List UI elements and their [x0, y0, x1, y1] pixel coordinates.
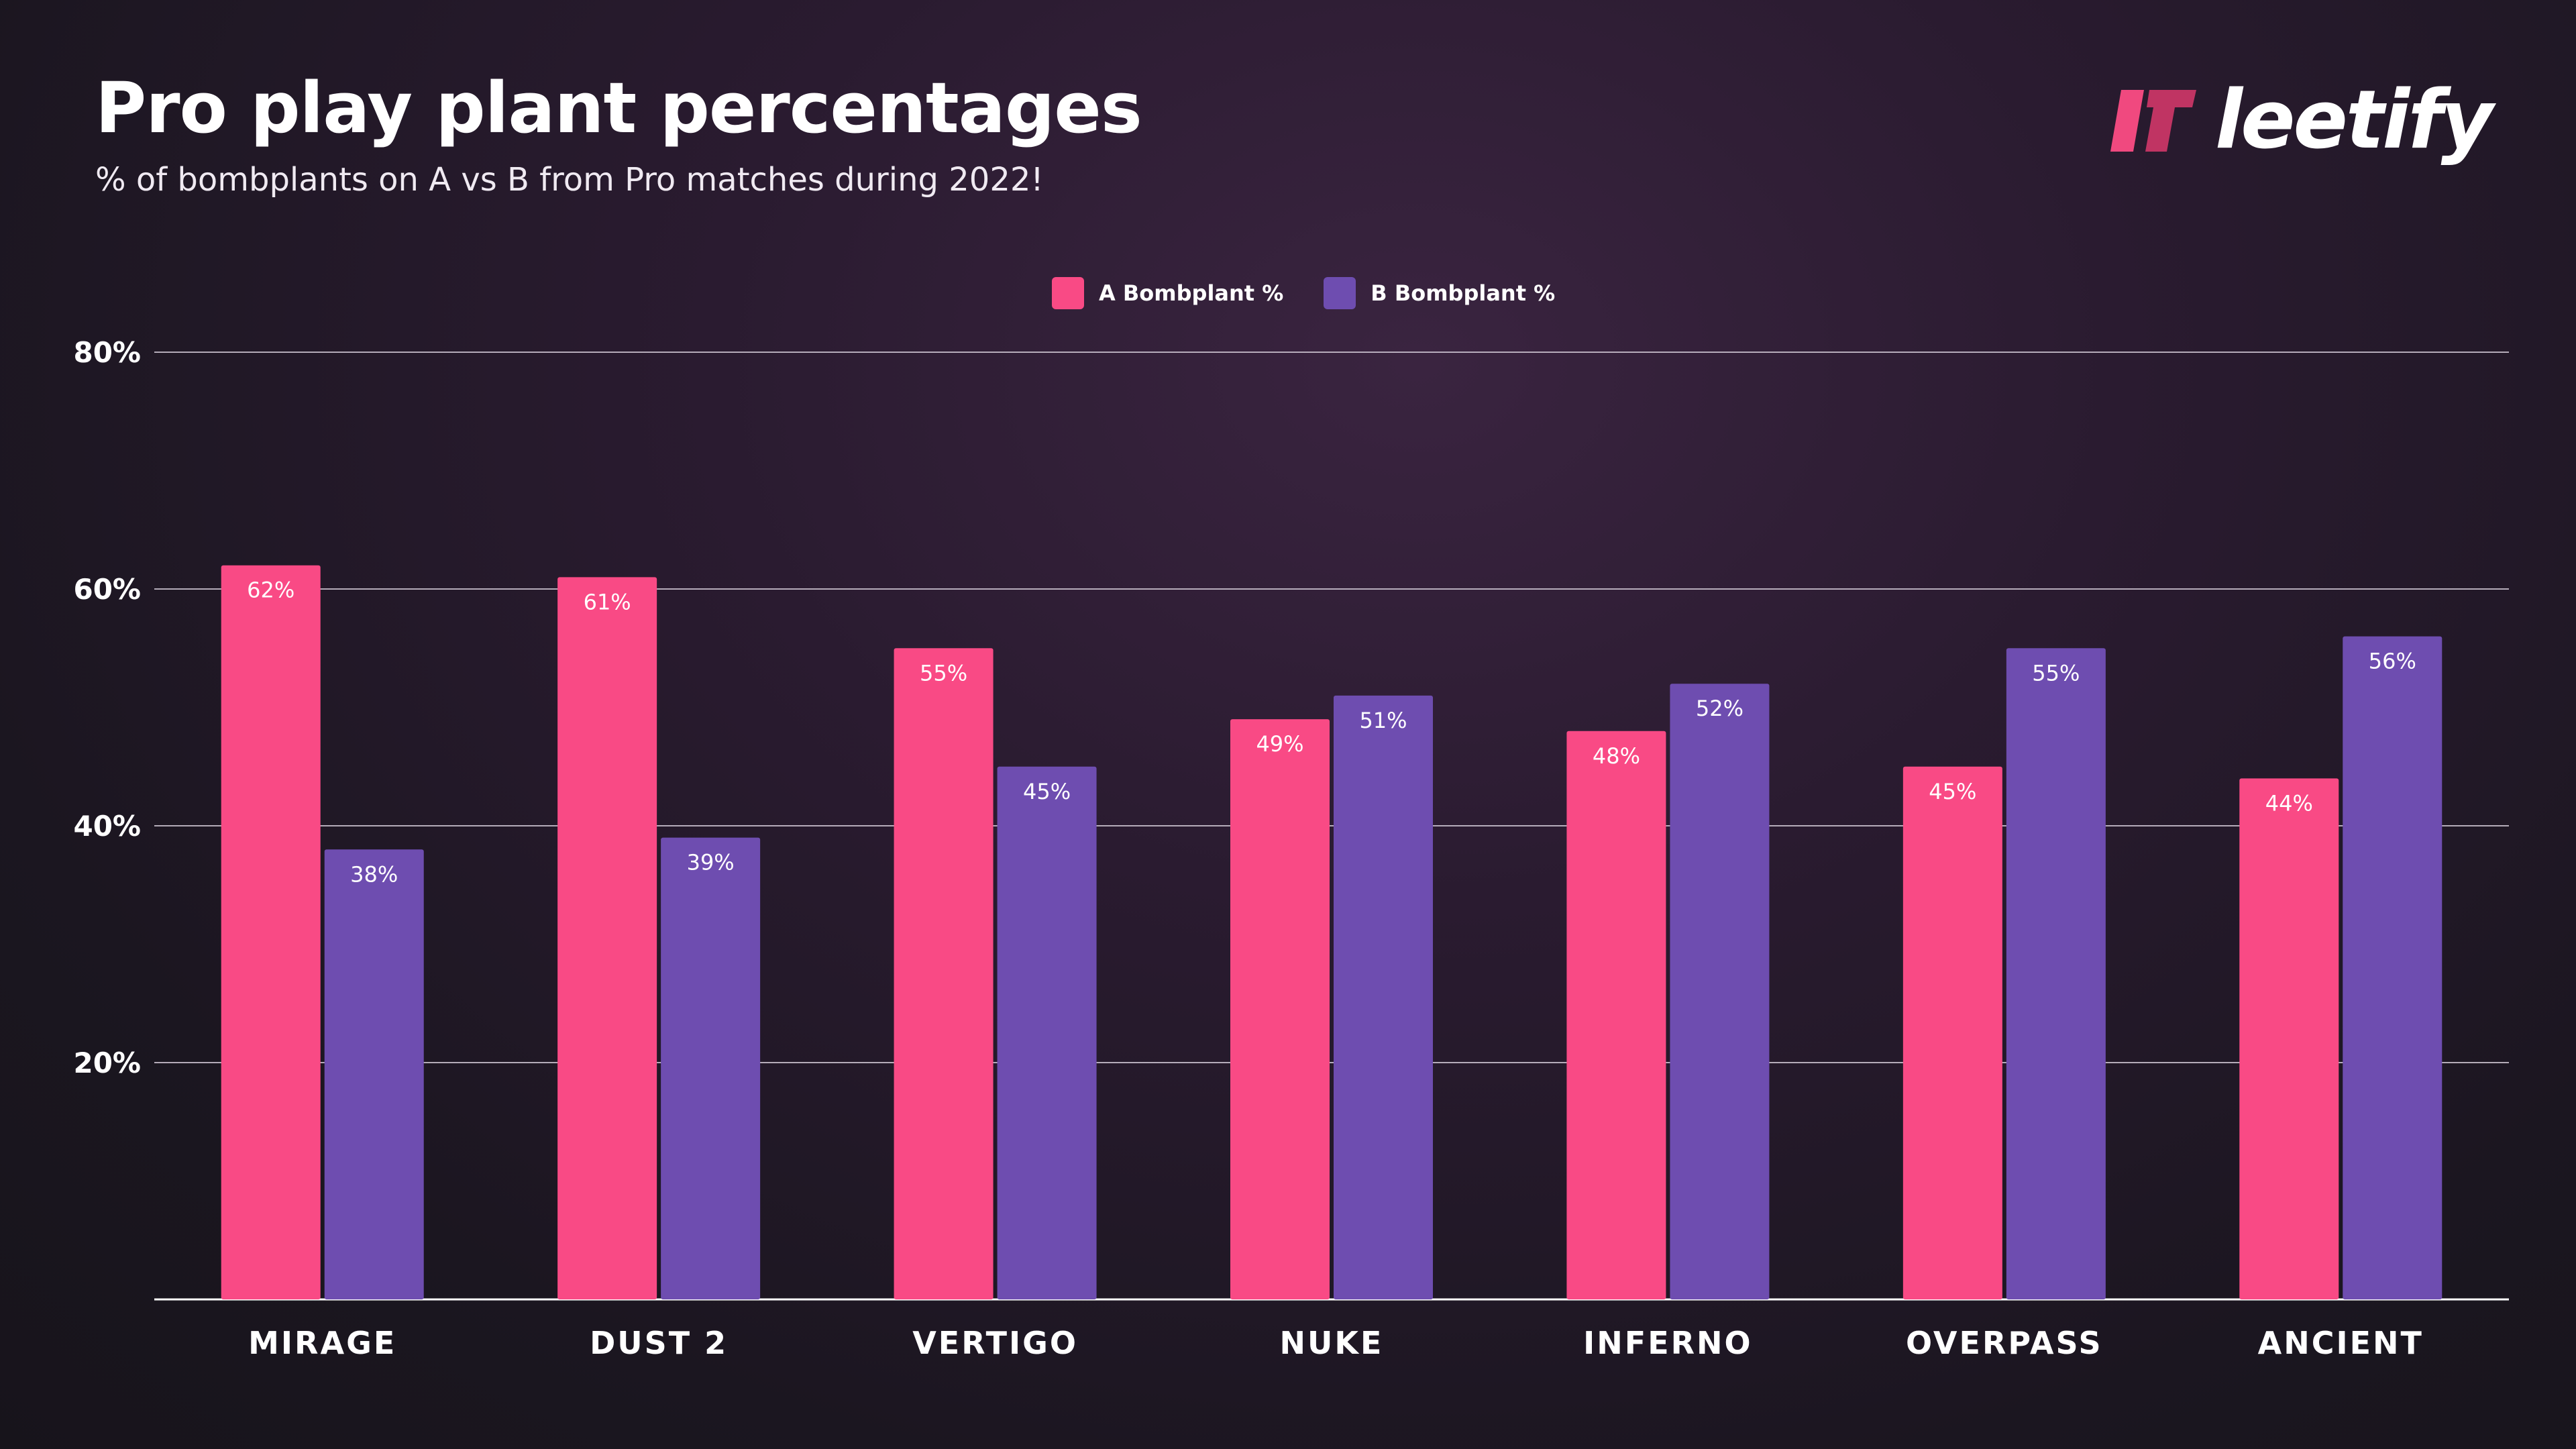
legend-swatch-a: [1052, 277, 1084, 309]
bar-b-ancient: [2343, 636, 2443, 1299]
legend-item-b: B Bombplant %: [1324, 277, 1555, 309]
bar-a-dust-2: [557, 577, 657, 1299]
data-label: 48%: [1593, 743, 1640, 769]
data-label: 55%: [2032, 660, 2080, 686]
data-label: 62%: [247, 578, 294, 603]
bar-a-overpass: [1902, 766, 2002, 1299]
x-category-label: INFERNO: [1583, 1325, 1752, 1361]
legend-label-b: B Bombplant %: [1371, 280, 1556, 306]
leetify-logo-icon: [2110, 90, 2196, 152]
data-label: 49%: [1256, 731, 1303, 757]
y-tick-label: 80%: [73, 336, 141, 369]
x-category-label: MIRAGE: [248, 1325, 396, 1361]
x-category-label: DUST 2: [590, 1325, 728, 1361]
x-category-label: ANCIENT: [2258, 1325, 2424, 1361]
chart-legend: A Bombplant % B Bombplant %: [1052, 277, 1595, 309]
data-label: 52%: [1696, 696, 1743, 721]
chart-title: Pro play plant percentages: [95, 67, 1142, 149]
bar-a-inferno: [1566, 731, 1666, 1299]
logo-text: leetify: [2215, 74, 2493, 167]
x-category-label: OVERPASS: [1906, 1325, 2103, 1361]
bar-a-vertigo: [894, 648, 994, 1299]
data-label: 56%: [2369, 649, 2416, 674]
bar-b-overpass: [2006, 648, 2106, 1299]
bar-b-mirage: [324, 849, 424, 1299]
y-tick-label: 20%: [73, 1046, 141, 1079]
leetify-logo: leetify: [2106, 74, 2493, 167]
data-label: 55%: [920, 660, 967, 686]
legend-item-a: A Bombplant %: [1052, 277, 1283, 309]
data-label: 44%: [2265, 790, 2313, 816]
y-tick-label: 60%: [73, 573, 141, 606]
bar-b-inferno: [1670, 684, 1770, 1299]
x-category-label: VERTIGO: [912, 1325, 1078, 1361]
bar-a-nuke: [1230, 719, 1330, 1299]
chart-subtitle: % of bombplants on A vs B from Pro match…: [95, 161, 1044, 199]
bar-b-nuke: [1334, 695, 1433, 1299]
data-label: 38%: [350, 861, 398, 887]
data-label: 51%: [1359, 708, 1407, 733]
data-label: 39%: [687, 850, 735, 875]
bar-b-vertigo: [997, 766, 1097, 1299]
legend-swatch-b: [1324, 277, 1356, 309]
data-label: 45%: [1023, 779, 1071, 804]
data-label: 45%: [1929, 779, 1976, 804]
y-tick-label: 40%: [73, 810, 141, 843]
bar-b-dust-2: [661, 837, 761, 1299]
data-label: 61%: [584, 589, 631, 614]
legend-label-a: A Bombplant %: [1099, 280, 1284, 306]
x-category-label: NUKE: [1280, 1325, 1384, 1361]
bar-a-ancient: [2239, 778, 2339, 1299]
bar-a-mirage: [221, 565, 321, 1300]
